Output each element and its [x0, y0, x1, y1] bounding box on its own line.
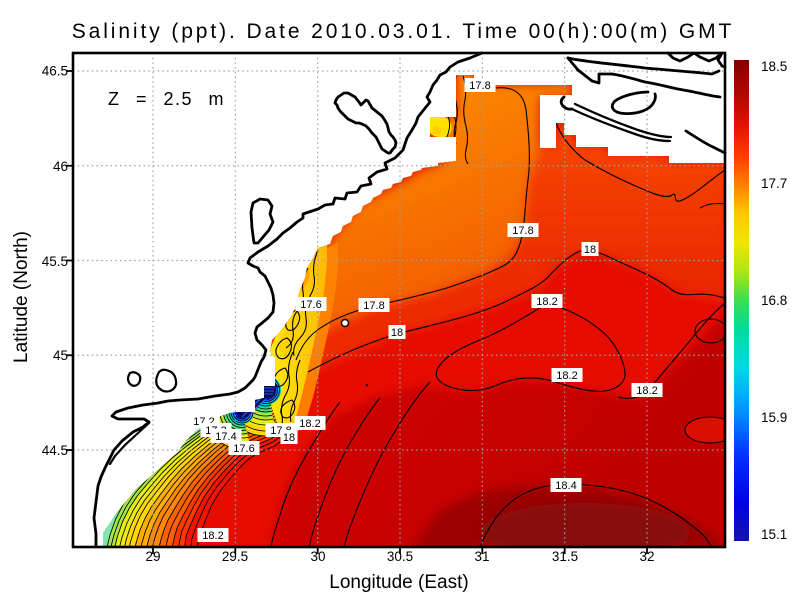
svg-text:Longitude (East): Longitude (East): [329, 572, 468, 593]
svg-text:29.5: 29.5: [222, 549, 248, 564]
svg-text:45: 45: [53, 348, 68, 363]
svg-text:17.4: 17.4: [215, 431, 236, 443]
svg-text:18.2: 18.2: [556, 370, 577, 382]
svg-text:Latitude (North): Latitude (North): [11, 231, 32, 363]
svg-text:Z = 2.5 m: Z = 2.5 m: [108, 89, 225, 109]
svg-text:46: 46: [53, 159, 68, 174]
svg-text:15.9: 15.9: [761, 410, 787, 425]
svg-text:31: 31: [474, 549, 489, 564]
svg-text:17.8: 17.8: [363, 300, 384, 312]
svg-text:44.5: 44.5: [42, 443, 68, 458]
svg-text:Salinity (ppt). Date 2010.03.0: Salinity (ppt). Date 2010.03.01. Time 00…: [72, 20, 735, 43]
svg-text:31.5: 31.5: [552, 549, 578, 564]
svg-text:17.8: 17.8: [512, 225, 533, 237]
svg-text:18.2: 18.2: [299, 418, 320, 430]
svg-text:17.8: 17.8: [469, 80, 490, 92]
svg-text:18.2: 18.2: [202, 530, 223, 542]
svg-text:30.5: 30.5: [387, 549, 413, 564]
svg-text:17.6: 17.6: [233, 443, 254, 455]
svg-text:18.4: 18.4: [555, 480, 576, 492]
svg-text:15.1: 15.1: [761, 527, 787, 542]
svg-text:45.5: 45.5: [42, 254, 68, 269]
svg-text:29: 29: [145, 549, 160, 564]
svg-text:16.8: 16.8: [761, 293, 787, 308]
svg-text:18: 18: [391, 327, 403, 339]
svg-text:18: 18: [584, 244, 596, 256]
svg-text:18.5: 18.5: [761, 59, 787, 74]
svg-text:46.5: 46.5: [42, 64, 68, 79]
svg-text:18.2: 18.2: [636, 385, 657, 397]
svg-text:17.6: 17.6: [300, 299, 321, 311]
svg-text:18.2: 18.2: [536, 296, 557, 308]
svg-text:18: 18: [283, 432, 295, 444]
svg-text:30: 30: [310, 549, 325, 564]
svg-text:17.7: 17.7: [761, 176, 787, 191]
svg-text:32: 32: [639, 549, 654, 564]
